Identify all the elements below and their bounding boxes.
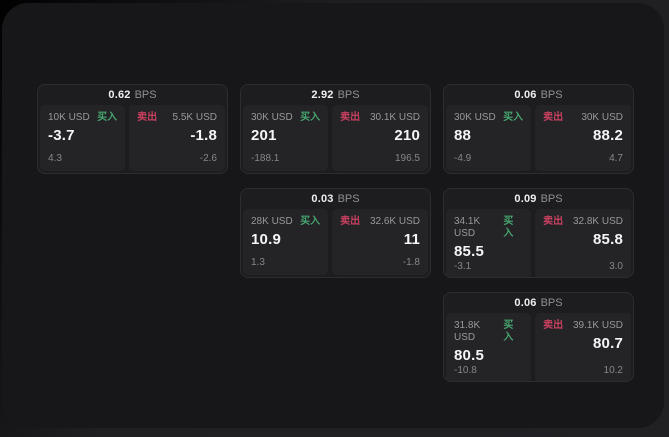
sell-tag: 卖出 xyxy=(543,112,564,123)
bps-value: 0.62 xyxy=(108,89,131,101)
card-header: 0.06 BPS xyxy=(444,85,633,105)
sell-size-label: 32.8K USD xyxy=(572,216,623,227)
sell-main-value: 80.7 xyxy=(593,335,623,352)
card-header: 0.03 BPS xyxy=(241,189,430,209)
buy-main-value: 10.9 xyxy=(251,231,281,248)
quote-card: 0.03 BPS 28K USD 买入 10.9 1.3 卖出 32.6K US… xyxy=(240,188,431,278)
card-body: 30K USD 买入 201 -188.1 卖出 30.1K USD 210 1… xyxy=(241,105,430,173)
sell-main-value: 85.8 xyxy=(593,231,623,248)
sell-size-label: 30K USD xyxy=(581,112,623,123)
bps-value: 0.09 xyxy=(514,193,537,205)
buy-sub-value: -3.1 xyxy=(454,261,472,272)
card-header: 0.62 BPS xyxy=(38,85,227,105)
buy-main-value: 85.5 xyxy=(454,243,484,260)
buy-tag: 买入 xyxy=(503,216,514,239)
buy-size-label: 30K USD xyxy=(454,112,496,123)
card-body: 28K USD 买入 10.9 1.3 卖出 32.6K USD 11 -1.8 xyxy=(241,209,430,277)
quote-card: 0.06 BPS 30K USD 买入 88 -4.9 卖出 30K USD xyxy=(443,84,634,174)
buy-quote-tile[interactable]: 28K USD 买入 10.9 1.3 xyxy=(243,209,329,275)
buy-quote-tile[interactable]: 10K USD 买入 -3.7 4.3 xyxy=(40,105,126,171)
buy-quote-tile[interactable]: 30K USD 买入 88 -4.9 xyxy=(446,105,532,171)
card-header: 2.92 BPS xyxy=(241,85,430,105)
sell-sub-value: 10.2 xyxy=(603,365,623,376)
card-body: 34.1K USD 买入 85.5 -3.1 卖出 32.8K USD 85.8… xyxy=(444,209,633,277)
buy-size-label: 28K USD xyxy=(251,216,293,227)
quote-card: 2.92 BPS 30K USD 买入 201 -188.1 卖出 30.1K … xyxy=(240,84,431,174)
buy-tag: 买入 xyxy=(300,112,321,123)
buy-tag: 买入 xyxy=(503,112,524,123)
buy-main-value: 88 xyxy=(454,127,472,144)
buy-quote-tile[interactable]: 34.1K USD 买入 85.5 -3.1 xyxy=(446,209,532,277)
quote-card: 0.62 BPS 10K USD 买入 -3.7 4.3 卖出 5.5K USD xyxy=(37,84,228,174)
card-body: 31.8K USD 买入 80.5 -10.8 卖出 39.1K USD 80.… xyxy=(444,313,633,381)
sell-size-label: 30.1K USD xyxy=(369,112,420,123)
bps-unit: BPS xyxy=(337,89,360,101)
sell-main-value: -1.8 xyxy=(190,127,217,144)
sell-quote-tile[interactable]: 卖出 32.6K USD 11 -1.8 xyxy=(332,209,428,275)
card-body: 30K USD 买入 88 -4.9 卖出 30K USD 88.2 4.7 xyxy=(444,105,633,173)
bps-value: 0.06 xyxy=(514,297,537,309)
sell-quote-tile[interactable]: 卖出 30K USD 88.2 4.7 xyxy=(535,105,631,171)
sell-sub-value: -2.6 xyxy=(199,153,217,164)
sell-quote-tile[interactable]: 卖出 39.1K USD 80.7 10.2 xyxy=(535,313,631,381)
sell-sub-value: 196.5 xyxy=(394,153,420,164)
sell-main-value: 88.2 xyxy=(593,127,623,144)
buy-quote-tile[interactable]: 30K USD 买入 201 -188.1 xyxy=(243,105,329,171)
quote-card-grid: 0.62 BPS 10K USD 买入 -3.7 4.3 卖出 5.5K USD xyxy=(37,84,634,382)
buy-size-label: 10K USD xyxy=(48,112,90,123)
buy-main-value: 201 xyxy=(251,127,277,144)
bps-value: 2.92 xyxy=(311,89,334,101)
buy-sub-value: -188.1 xyxy=(251,153,280,164)
sell-tag: 卖出 xyxy=(137,112,158,123)
sell-tag: 卖出 xyxy=(340,216,361,227)
sell-tag: 卖出 xyxy=(543,216,564,227)
buy-main-value: -3.7 xyxy=(48,127,75,144)
sell-sub-value: 3.0 xyxy=(609,261,623,272)
sell-size-label: 5.5K USD xyxy=(172,112,217,123)
bps-unit: BPS xyxy=(540,193,563,205)
buy-sub-value: 4.3 xyxy=(48,153,62,164)
buy-sub-value: -10.8 xyxy=(454,365,477,376)
sell-main-value: 11 xyxy=(403,231,420,248)
card-body: 10K USD 买入 -3.7 4.3 卖出 5.5K USD -1.8 -2.… xyxy=(38,105,227,173)
quote-card: 0.09 BPS 34.1K USD 买入 85.5 -3.1 卖出 32.8K… xyxy=(443,188,634,278)
bps-value: 0.03 xyxy=(311,193,334,205)
sell-tag: 卖出 xyxy=(340,112,361,123)
card-header: 0.09 BPS xyxy=(444,189,633,209)
quote-card: 0.06 BPS 31.8K USD 买入 80.5 -10.8 卖出 39.1… xyxy=(443,292,634,382)
buy-size-label: 34.1K USD xyxy=(454,216,481,239)
buy-size-label: 31.8K USD xyxy=(454,320,481,343)
buy-size-label: 30K USD xyxy=(251,112,293,123)
buy-quote-tile[interactable]: 31.8K USD 买入 80.5 -10.8 xyxy=(446,313,532,381)
sell-quote-tile[interactable]: 卖出 32.8K USD 85.8 3.0 xyxy=(535,209,631,277)
sell-tag: 卖出 xyxy=(543,320,564,331)
sell-sub-value: 4.7 xyxy=(609,153,623,164)
buy-sub-value: -4.9 xyxy=(454,153,472,164)
buy-tag: 买入 xyxy=(503,320,514,343)
bps-unit: BPS xyxy=(337,193,360,205)
bps-unit: BPS xyxy=(540,297,563,309)
sell-main-value: 210 xyxy=(394,127,420,144)
sell-quote-tile[interactable]: 卖出 5.5K USD -1.8 -2.6 xyxy=(129,105,225,171)
sell-sub-value: -1.8 xyxy=(402,257,420,268)
main-surface: 0.62 BPS 10K USD 买入 -3.7 4.3 卖出 5.5K USD xyxy=(2,3,664,428)
sell-size-label: 39.1K USD xyxy=(572,320,623,331)
buy-tag: 买入 xyxy=(97,112,118,123)
buy-main-value: 80.5 xyxy=(454,347,484,364)
bps-unit: BPS xyxy=(134,89,157,101)
card-header: 0.06 BPS xyxy=(444,293,633,313)
buy-tag: 买入 xyxy=(300,216,321,227)
buy-sub-value: 1.3 xyxy=(251,257,265,268)
bps-value: 0.06 xyxy=(514,89,537,101)
sell-quote-tile[interactable]: 卖出 30.1K USD 210 196.5 xyxy=(332,105,428,171)
bps-unit: BPS xyxy=(540,89,563,101)
sell-size-label: 32.6K USD xyxy=(369,216,420,227)
